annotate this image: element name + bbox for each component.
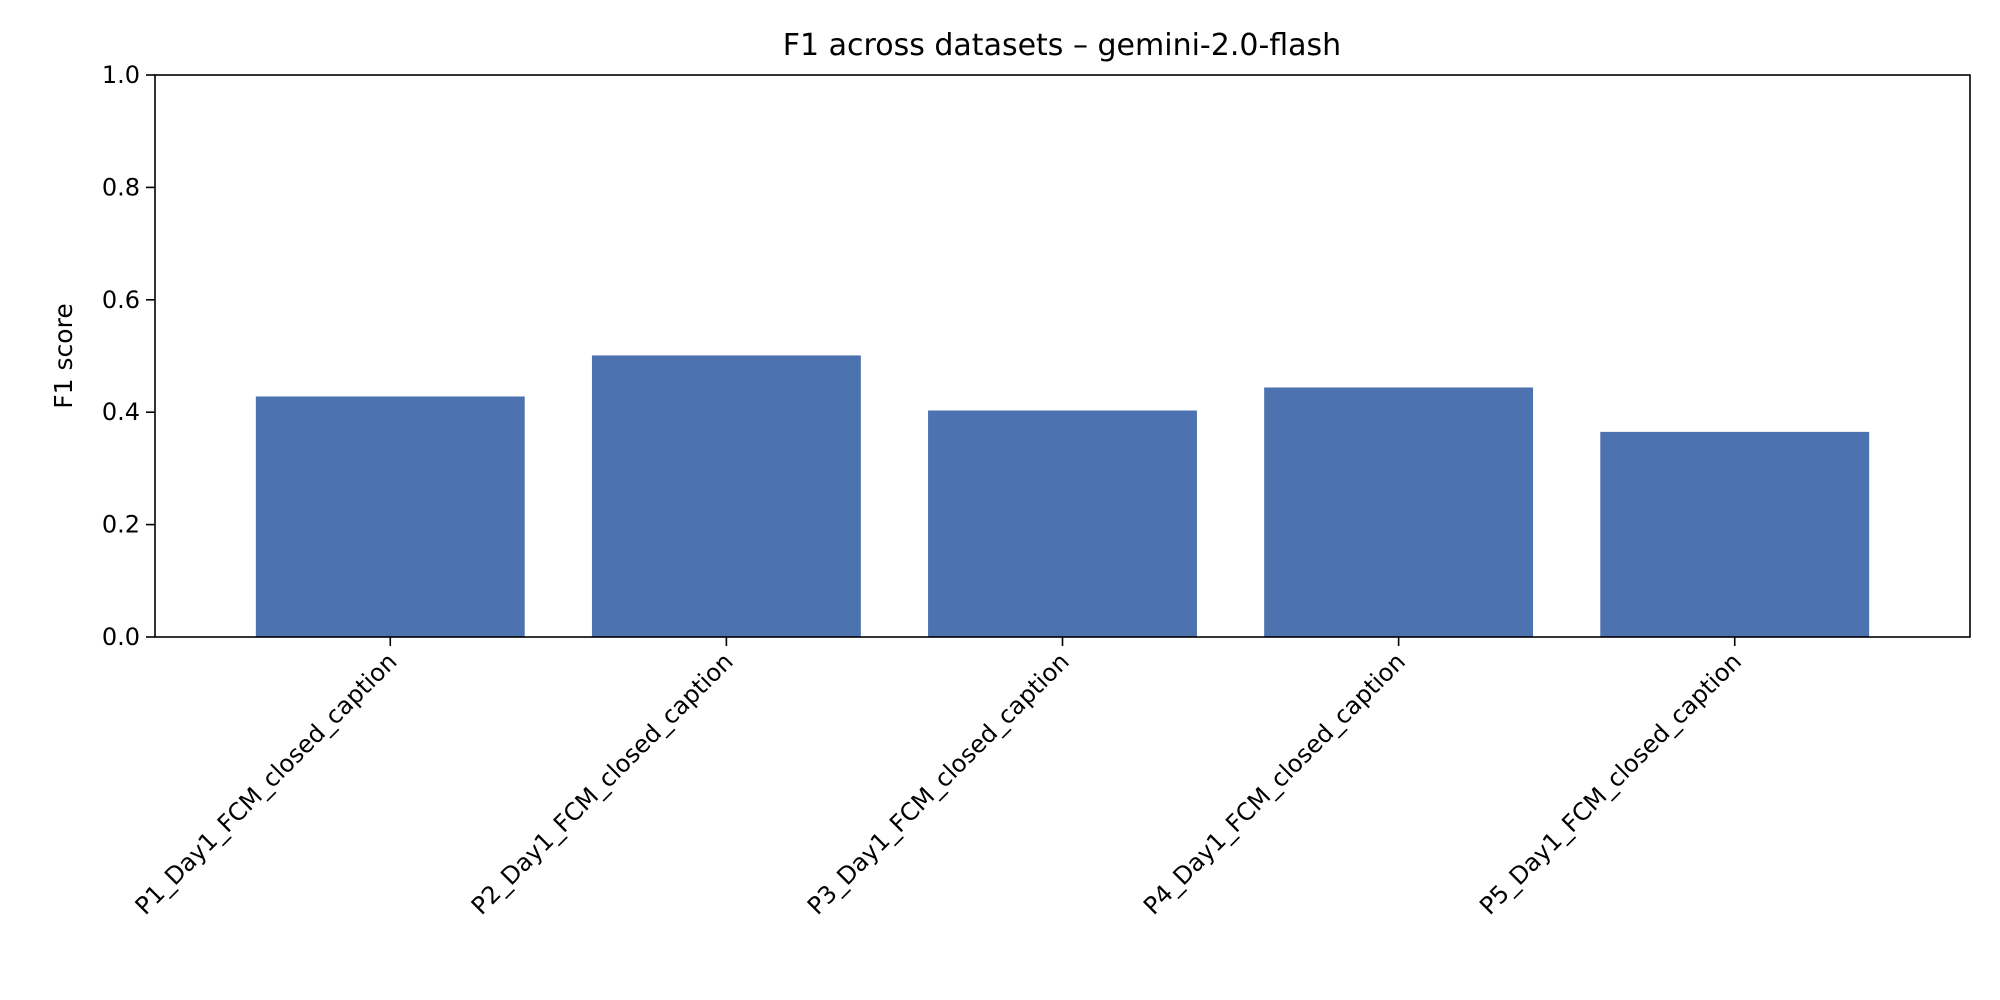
bars-group bbox=[255, 355, 1870, 637]
x-tick-label: P1_Day1_FCM_closed_caption bbox=[130, 647, 403, 920]
y-tick-label: 0.0 bbox=[102, 623, 140, 651]
y-axis: 0.0 0.2 0.4 0.6 0.8 1.0 bbox=[102, 61, 155, 651]
bar-3 bbox=[928, 410, 1197, 637]
y-tick-label: 0.8 bbox=[102, 173, 140, 201]
x-tick-label: P2_Day1_FCM_closed_caption bbox=[466, 647, 739, 920]
y-axis-label: F1 score bbox=[49, 303, 78, 408]
bar-2 bbox=[591, 355, 861, 637]
x-tick-label: P4_Day1_FCM_closed_caption bbox=[1138, 647, 1411, 920]
bar-4 bbox=[1264, 387, 1534, 637]
x-tick-label: P3_Day1_FCM_closed_caption bbox=[802, 647, 1075, 920]
y-tick-label: 0.4 bbox=[102, 398, 140, 426]
chart-title: F1 across datasets – gemini-2.0-flash bbox=[783, 28, 1341, 63]
y-tick-label: 1.0 bbox=[102, 61, 140, 89]
x-tick-label: P5_Day1_FCM_closed_caption bbox=[1474, 647, 1747, 920]
y-tick-label: 0.2 bbox=[102, 511, 140, 539]
plot-frame bbox=[154, 74, 1971, 638]
y-tick-label: 0.6 bbox=[102, 286, 140, 314]
bar-5 bbox=[1600, 431, 1870, 637]
bar-1 bbox=[255, 396, 525, 637]
x-axis: P1_Day1_FCM_closed_caption P2_Day1_FCM_cl… bbox=[130, 637, 1747, 920]
